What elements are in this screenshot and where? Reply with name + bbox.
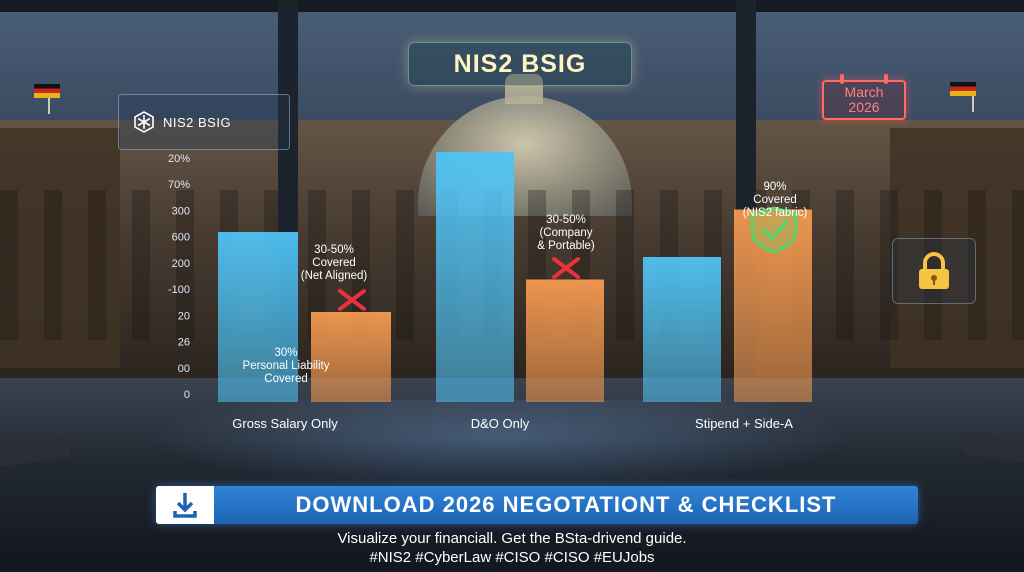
annotation-label: 90% [763,181,786,193]
bar-series1-2 [436,152,514,402]
y-tick-label: 300 [172,205,190,217]
annotation-label: Covered [312,257,355,269]
download-banner[interactable]: DOWNLOAD 2026 NEGOTATIONT & CHECKLIST [156,486,918,524]
page-title: NIS2 BSIG [408,42,632,86]
y-tick-label: 20% [168,153,190,165]
y-tick-label: 0 [184,389,190,401]
annotation-label: Covered [264,373,307,385]
flag-pole-left [48,84,50,114]
bar-series2-2 [526,279,604,402]
y-tick-label: 26 [178,337,190,349]
annotation-label: & Portable) [537,240,595,252]
y-tick-label: 00 [178,363,190,375]
download-arrow-icon[interactable] [156,486,214,524]
red-cross-icon [338,289,366,311]
annotation-label: (Net Aligned) [301,270,368,282]
status-marks [338,206,798,311]
nis2-chip-panel: NIS2 BSIG [118,94,290,150]
x-category-label: Gross Salary Only [232,416,338,431]
x-category-label: D&O Only [471,416,530,431]
annotation-label: (NIS2 fabric) [743,207,808,219]
german-flag-left [34,84,60,98]
y-tick-label: 20 [178,310,190,322]
bar-series1-1 [218,232,298,402]
y-tick-label: 200 [172,258,190,270]
window-frame-top [0,0,1024,12]
y-tick-label: 70% [168,179,190,191]
y-tick-label: -100 [168,284,190,296]
annotation-label: 30-50% [546,214,586,226]
calendar-ring-right [884,74,888,84]
calendar-month: March [844,84,884,100]
lock-panel [892,238,976,304]
bar-series2-1 [311,312,391,402]
desk-surface [0,378,1024,572]
german-flag-right [950,82,976,96]
hex-logo-icon [134,111,154,133]
tagline-text: Visualize your financiall. Get the BSta-… [337,530,687,547]
left-tower [0,128,120,368]
x-axis-categories: Gross Salary Only D&O Only Stipend + Side-… [232,416,793,431]
calendar-badge: March 2026 [822,74,906,120]
download-banner-label[interactable]: DOWNLOAD 2026 NEGOTATIONT & CHECKLIST [295,492,837,517]
annotation-label: Personal Liability [243,360,330,372]
chip-label: NIS2 BSIG [163,114,232,130]
right-tower [890,128,1024,368]
calendar-ring-left [840,74,844,84]
bar-series1-3 [643,257,721,402]
x-category-label: Stipend + Side-A [695,416,793,431]
dome-cap [505,74,543,104]
calendar-year: 2026 [848,99,880,115]
hashtags-text: #NIS2 #CyberLaw #CISO #CISO #EUJobs [369,549,655,566]
annotation-label: 30% [274,347,297,359]
red-cross-icon [552,257,580,279]
y-tick-label: 600 [172,232,190,244]
annotations-group: 30%Personal LiabilityCovered30-50%Covere… [243,181,808,385]
annotation-label: Covered [753,194,796,206]
annotation-label: 30-50% [314,244,354,256]
flag-pole-right [972,82,974,112]
bar-series2-3 [734,209,812,402]
desk-reflection [140,400,860,490]
padlock-icon [919,252,949,289]
shield-check-icon [750,206,798,254]
bars-group [218,152,812,402]
annotation-label: (Company [539,227,592,239]
